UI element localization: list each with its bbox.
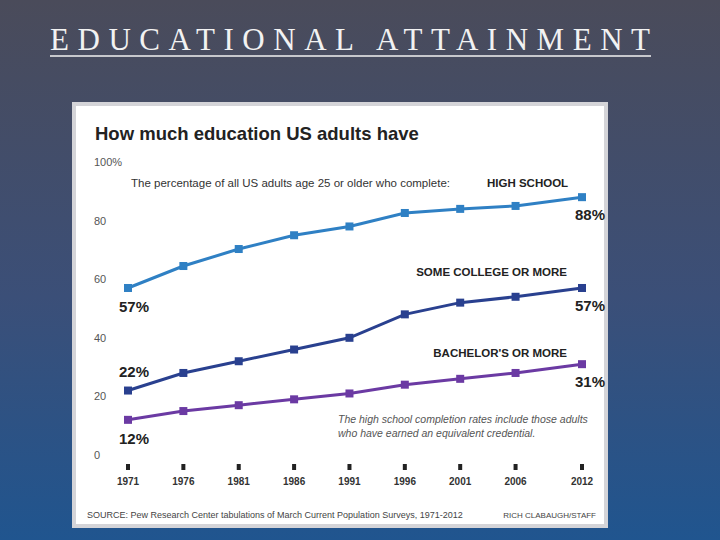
slide-title: EDUCATIONAL ATTAINMENT [50,22,650,57]
y-tick-label: 60 [94,273,106,285]
marker [512,202,520,210]
data-label: 88% [575,206,605,223]
marker [512,293,520,301]
x-tick-label: 1996 [394,476,417,487]
panel [76,106,604,524]
marker [290,346,298,354]
data-label: 12% [119,430,149,447]
y-tick-label: 80 [94,215,106,227]
marker [345,222,353,230]
labels: HIGH SCHOOL 57% 88% SOME COLLEGE OR MORE 22%… [119,177,605,447]
marker [179,407,187,415]
x-tick-label: 2001 [449,476,472,487]
marker [235,245,243,253]
marker [235,357,243,365]
x-tick-label: 1971 [117,476,140,487]
marker [290,231,298,239]
series-line [128,197,582,288]
x-tick-label: 2012 [571,476,594,487]
marker [578,193,586,201]
x-tick [403,464,407,470]
data-label: 57% [119,298,149,315]
marker [345,334,353,342]
panel-border [72,102,608,528]
marker [578,360,586,368]
series-label: SOME COLLEGE OR MORE [416,266,567,278]
marker [512,369,520,377]
plot-area [124,193,586,424]
marker [401,381,409,389]
series-line [128,364,582,420]
data-label: 31% [575,373,605,390]
x-tick [181,464,185,470]
marker [179,369,187,377]
x-tick [347,464,351,470]
marker [401,310,409,318]
x-tick [514,464,518,470]
x-tick-label: 1976 [172,476,195,487]
x-tick [126,464,130,470]
source: SOURCE: Pew Research Center tabulations … [87,510,463,520]
y-tick-label: 40 [94,332,106,344]
marker [456,375,464,383]
chart-title: How much education US adults have [95,123,419,144]
subtitle: The percentage of all US adults age 25 o… [131,177,450,189]
x-tick [580,464,584,470]
data-label: 22% [119,363,149,380]
slide: EDUCATIONAL ATTAINMENT How much education… [0,0,720,540]
x-tick [458,464,462,470]
series-label: HIGH SCHOOL [487,177,568,189]
x-tick-label: 2006 [504,476,527,487]
y-tick-label: 20 [94,390,106,402]
x-tick-label: 1981 [228,476,251,487]
credit: RICH CLABAUGH/STAFF [503,511,596,520]
x-tick-label: 1991 [338,476,361,487]
x-tick [237,464,241,470]
y-tick-label: 100% [94,156,122,168]
y-tick-label: 0 [94,449,100,461]
series-label: BACHELOR'S OR MORE [433,347,567,359]
marker [345,389,353,397]
x-tick-label: 1986 [283,476,306,487]
marker [235,401,243,409]
data-label: 57% [575,297,605,314]
marker [290,395,298,403]
annotation: The high school completion rates include… [338,412,593,440]
marker [401,209,409,217]
background [0,0,720,540]
marker [456,205,464,213]
marker [124,284,132,292]
marker [124,416,132,424]
x-tick [292,464,296,470]
marker [124,387,132,395]
marker [456,299,464,307]
marker [179,262,187,270]
series-line [128,288,582,391]
chart-svg: EDUCATIONAL ATTAINMENT How much education… [0,0,720,540]
title-underline [50,55,651,57]
marker [578,284,586,292]
